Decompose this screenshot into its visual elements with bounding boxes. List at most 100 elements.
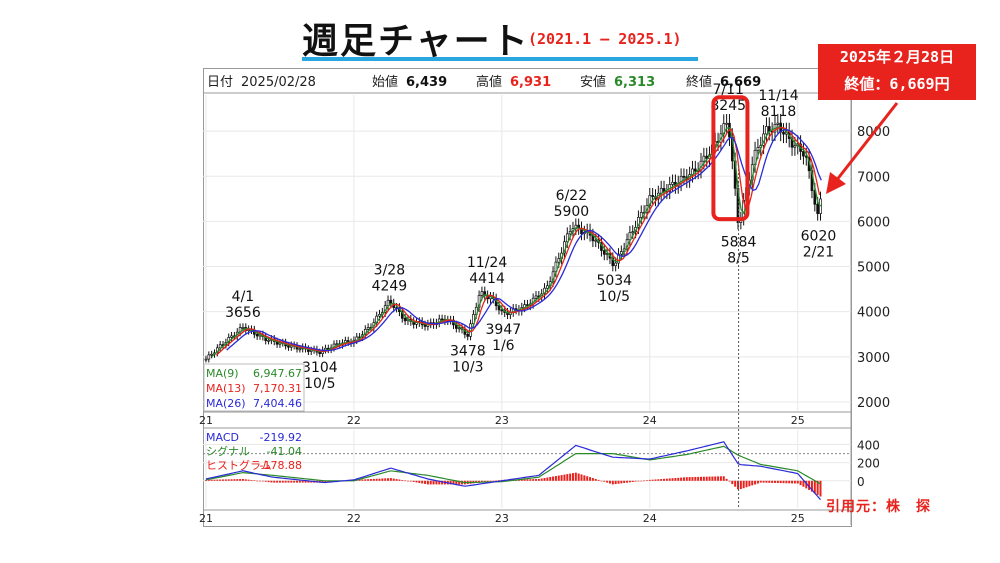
macd-tick-label: 0: [857, 475, 865, 489]
macd-histogram-bar: [256, 480, 259, 482]
macd-histogram-bar: [631, 480, 634, 482]
macd-histogram-bar: [611, 480, 614, 485]
macd-histogram-bar: [219, 479, 222, 481]
macd-histogram-bar: [791, 480, 794, 484]
macd-histogram-bar: [296, 480, 298, 483]
macd-histogram-bar: [671, 478, 674, 481]
candle-down: [466, 333, 470, 337]
macd-histogram-bar: [566, 474, 569, 481]
candle-down: [682, 175, 686, 178]
macd-histogram-bar: [452, 480, 455, 485]
macd-histogram-bar: [298, 480, 301, 483]
macd-histogram-bar: [793, 480, 796, 484]
macd-histogram-bar: [694, 476, 697, 481]
macd-histogram-bar: [805, 480, 808, 489]
macd-histogram-bar: [591, 478, 594, 481]
candle-down: [497, 305, 501, 311]
macd-histogram-bar: [492, 480, 495, 482]
macd-histogram-bar: [600, 480, 603, 482]
macd-histogram-bar: [680, 477, 683, 481]
macd-histogram-bar: [281, 480, 284, 483]
macd-histogram-bar: [276, 480, 279, 483]
year-tick-label: 21: [199, 414, 213, 427]
macd-histogram-bar: [438, 480, 441, 485]
peak-value-label: 3656: [225, 305, 261, 321]
macd-histogram-bar: [367, 479, 370, 481]
overlay-layer: [711, 95, 899, 508]
macd-histogram-bar: [429, 480, 432, 485]
macd-histogram-bar: [224, 479, 227, 481]
macd-histogram-bar: [554, 476, 557, 481]
page-title: 週足チャート: [302, 21, 530, 62]
ma-legend-name: MA(9): [206, 367, 239, 380]
price-tick-label: 5000: [857, 261, 890, 276]
macd-histogram-bar: [645, 480, 648, 481]
macd-histogram-bar: [651, 479, 654, 481]
ma-legend-name: MA(26): [206, 397, 246, 410]
price-tick-label: 7000: [857, 170, 890, 185]
macd-histogram-bar: [606, 480, 609, 483]
macd-histogram-bar: [412, 480, 415, 482]
macd-histogram-bar: [236, 479, 239, 481]
trough-date-label: 10/5: [599, 289, 630, 305]
candle-up: [218, 344, 222, 349]
candle-down: [813, 190, 817, 205]
macd-histogram-bar: [722, 476, 725, 481]
macd-histogram-bar: [799, 480, 802, 486]
peak-value-label: 4414: [469, 271, 505, 287]
macd-histogram-bar: [728, 480, 731, 482]
macd-histogram-bar: [307, 480, 310, 483]
candle-up: [617, 253, 620, 264]
chart-frame: [203, 68, 852, 527]
candle-up: [204, 358, 208, 361]
macd-histogram-bar: [239, 479, 242, 481]
macd-histogram-bar: [808, 480, 811, 491]
macd-histogram-bar: [415, 480, 418, 483]
candle-up: [230, 335, 233, 338]
macd-histogram-bar: [406, 480, 409, 482]
ohlc-open-label: 始値: [372, 74, 398, 90]
macd-histogram-bar: [398, 479, 401, 481]
candle-up: [457, 327, 461, 330]
macd-histogram-bar: [819, 480, 822, 497]
macd-histogram-bar: [364, 479, 367, 481]
year-tick-label: 24: [643, 414, 657, 427]
macd-histogram-bar: [395, 479, 398, 481]
macd-histogram-bar: [543, 478, 546, 481]
peak-date-label: 11/24: [467, 255, 507, 271]
macd-histogram-bar: [762, 480, 765, 483]
macd-histogram-bar: [796, 480, 799, 484]
ma-legend-box: [203, 363, 305, 412]
peak-value-label: 8245: [710, 98, 746, 114]
macd-histogram-bar: [665, 478, 668, 481]
macd-histogram-bar: [435, 480, 438, 485]
candle-up: [793, 145, 797, 148]
macd-signal-line: [205, 445, 821, 485]
macd-histogram-bar: [742, 480, 745, 489]
macd-histogram-bar: [785, 480, 788, 484]
macd-histogram-bar: [748, 480, 751, 487]
macd-tick-label: 400: [857, 439, 880, 453]
macd-histogram-bar: [552, 476, 555, 481]
candle-up: [776, 122, 780, 125]
candle-up: [568, 231, 572, 235]
macd-line: [205, 441, 821, 501]
macd-legend-value: -219.92: [260, 431, 302, 444]
candle-up: [765, 126, 768, 135]
macd-histogram-bar: [369, 479, 372, 481]
candle-down: [255, 333, 259, 337]
macd-histogram-bar: [660, 479, 663, 481]
macd-histogram-bar: [697, 476, 700, 481]
candle-up: [631, 231, 635, 234]
ohlc-date: 2025/02/28: [241, 75, 316, 90]
trough-value-label: 3947: [486, 322, 522, 338]
macd-histogram-bar: [813, 480, 816, 494]
macd-histogram-bar: [546, 477, 549, 481]
callout-date: 2025年２月28日: [839, 48, 955, 66]
candle-up: [639, 212, 643, 218]
ohlc-low: 6,313: [614, 75, 655, 90]
year-tick-label-bottom: 24: [643, 512, 657, 525]
macd-histogram-bar: [404, 480, 407, 482]
macd-histogram-bar: [816, 480, 819, 495]
